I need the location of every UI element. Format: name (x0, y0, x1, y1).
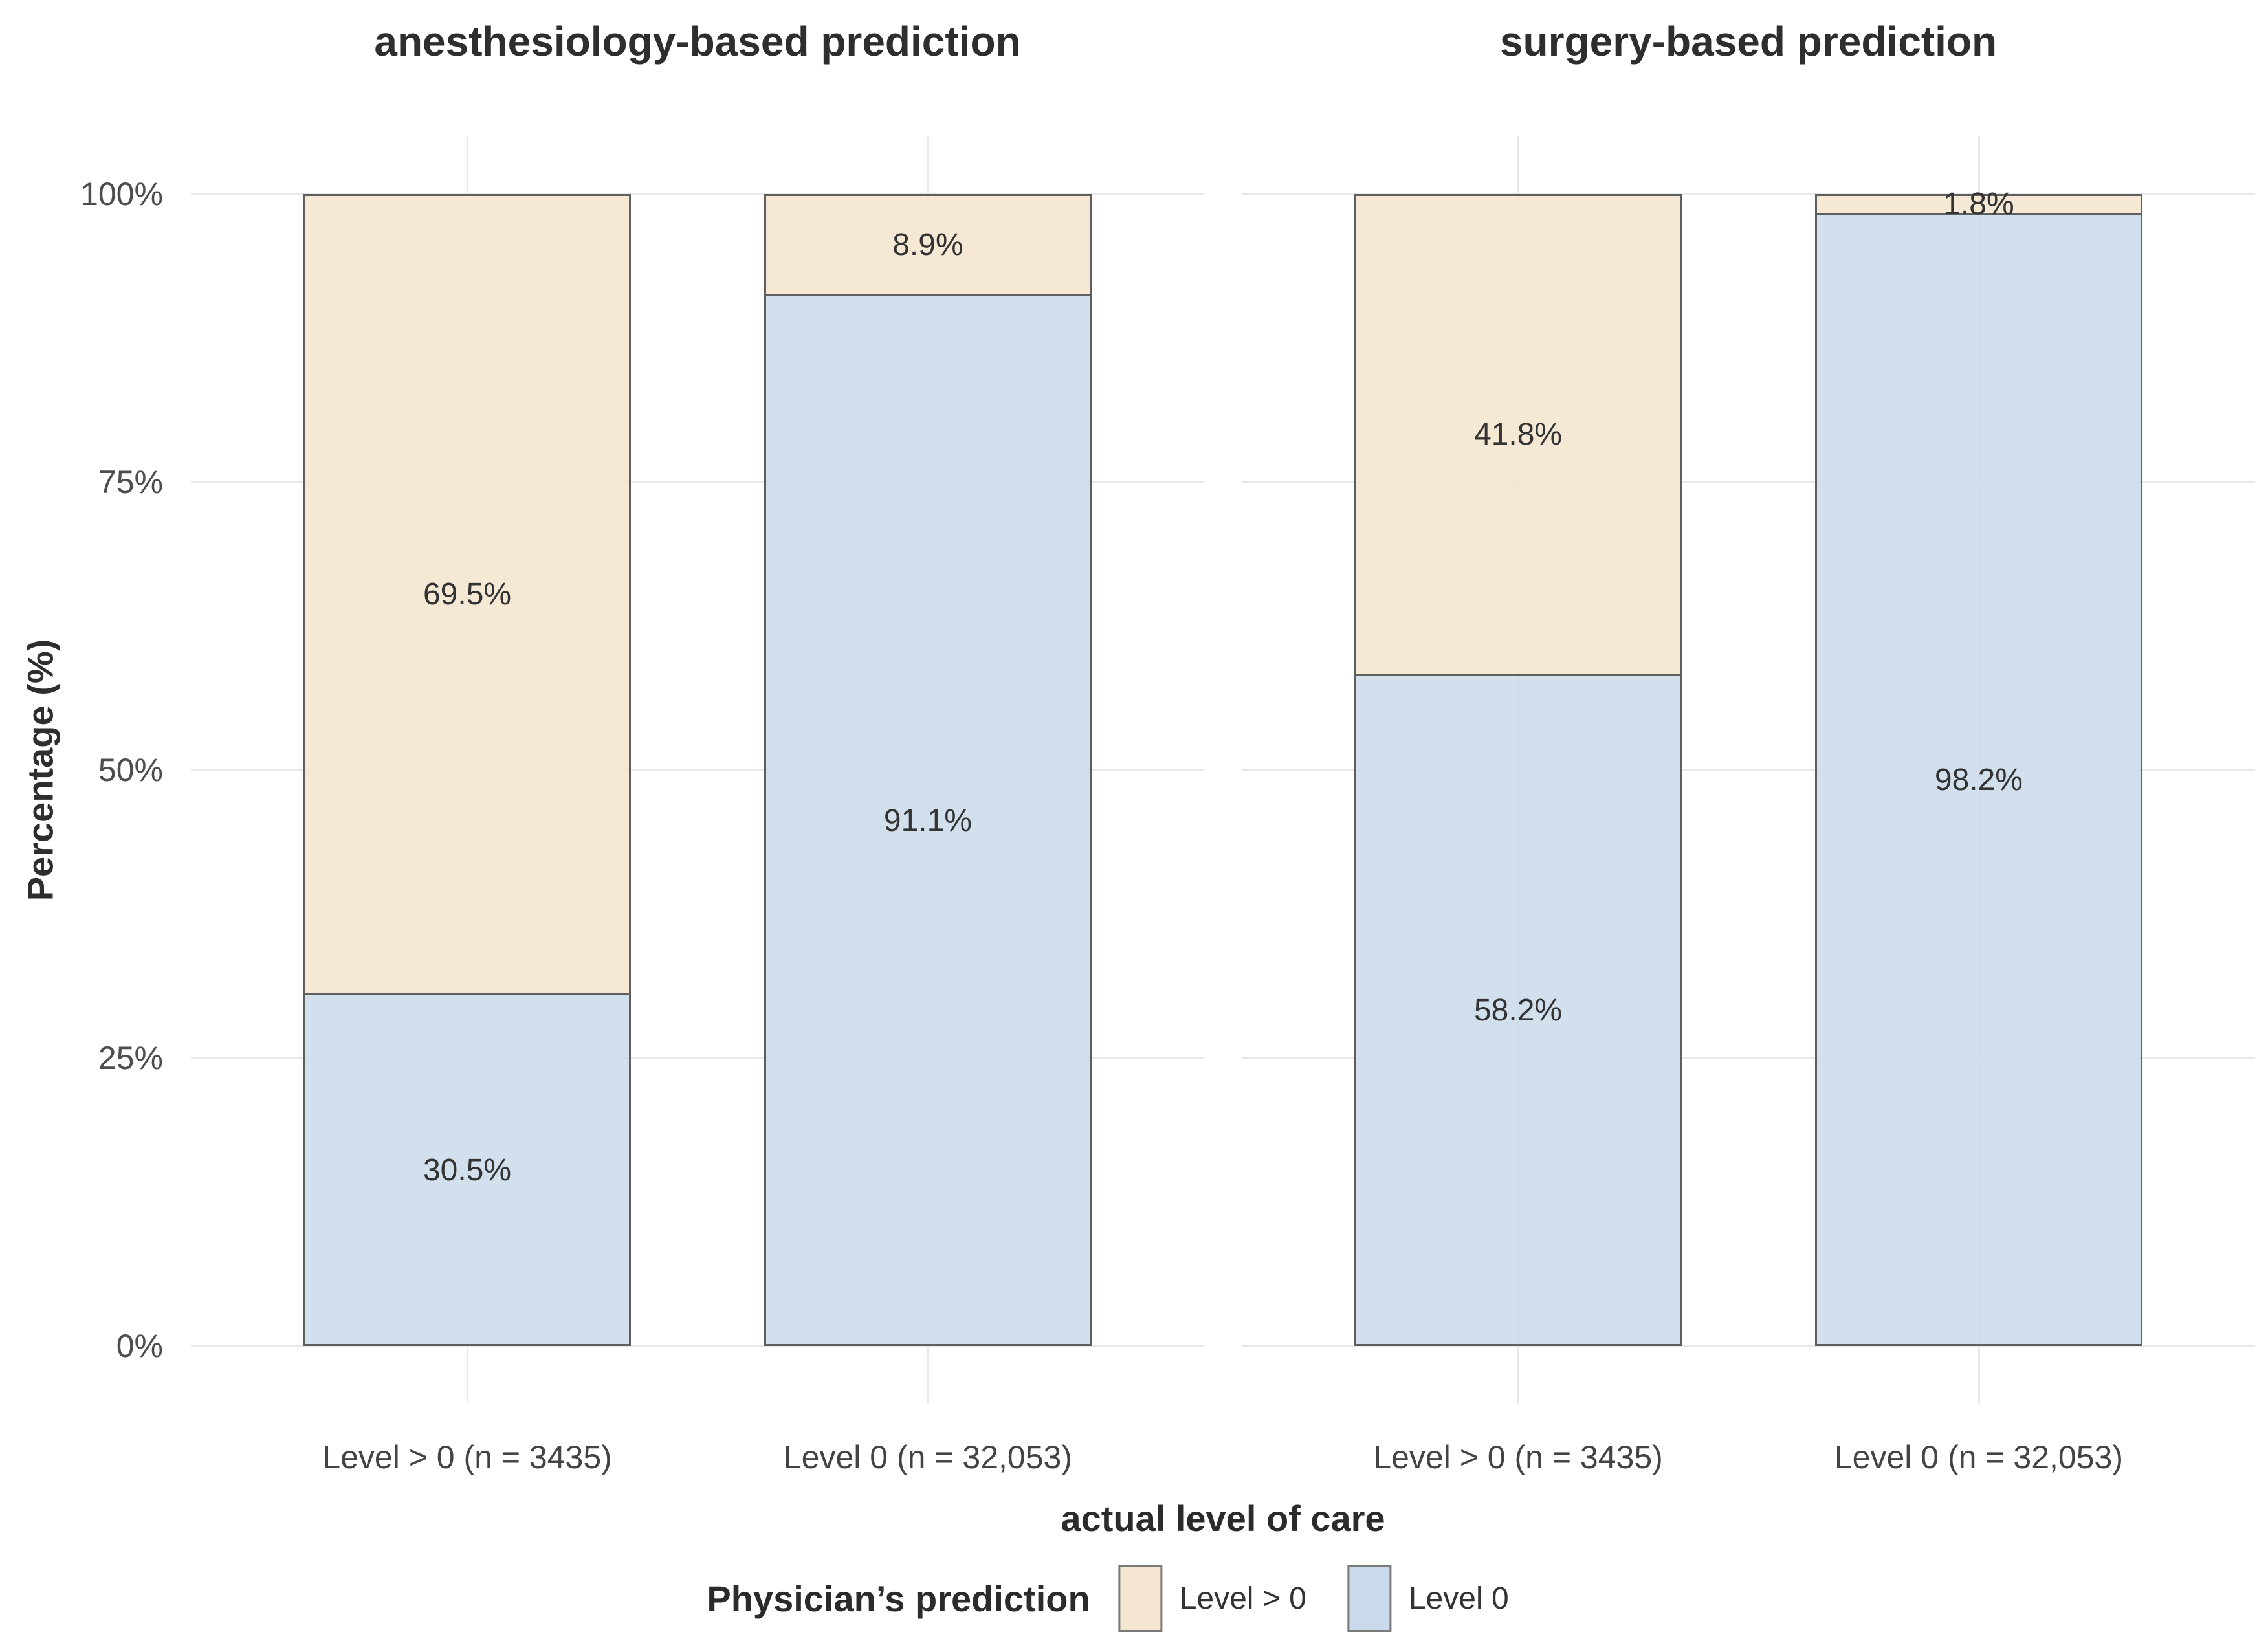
bar-value-label: 58.2% (1473, 993, 1563, 1028)
legend: Physician’s prediction Level > 0 Level 0 (707, 1565, 1550, 1632)
bar-segment-level-0 (1814, 194, 2142, 215)
bar-value-label: 41.8% (1473, 417, 1563, 452)
bar-segment-level-0 (1354, 194, 1682, 676)
bar-segment-level-0 (303, 995, 632, 1346)
x-tick-label: Level 0 (n = 32,053) (1834, 1439, 2124, 1475)
y-tick-label: 75% (98, 464, 163, 500)
bar-value-label: 8.9% (892, 228, 963, 263)
x-axis-title: actual level of care (1061, 1498, 1385, 1539)
bar-value-label: 69.5% (423, 577, 512, 611)
facet-title: surgery-based prediction (1499, 18, 1998, 65)
legend-key-label: Level > 0 (1179, 1581, 1306, 1616)
y-tick-label: 25% (98, 1040, 163, 1076)
h-gridline (191, 1057, 1204, 1059)
x-tick-label: Level > 0 (n = 3435) (322, 1439, 612, 1475)
legend-entries: Level > 0 Level 0 (1118, 1565, 1550, 1632)
y-tick-label: 50% (98, 752, 163, 788)
h-gridline (1242, 769, 2255, 771)
legend-key-swatch (1118, 1565, 1163, 1632)
legend-key-label: Level 0 (1408, 1581, 1509, 1616)
bar-segment-level-0 (764, 296, 1092, 1346)
bar-segment-level-0 (1354, 676, 1682, 1346)
bar-value-label: 30.5% (423, 1152, 512, 1187)
x-tick-label: Level > 0 (n = 3435) (1373, 1439, 1663, 1475)
legend-key-swatch (1347, 1565, 1392, 1632)
y-tick-label: 100% (80, 176, 163, 212)
h-gridline (191, 1345, 1204, 1347)
bar-segment-level-0 (1814, 215, 2142, 1346)
bar-value-label: 98.2% (1934, 763, 2023, 798)
facet-title: anesthesiology-based prediction (374, 18, 1021, 65)
bar-value-label: 1.8% (1943, 187, 2014, 222)
h-gridline (191, 193, 1204, 195)
h-gridline (1242, 1057, 2255, 1059)
legend-title: Physician’s prediction (707, 1578, 1090, 1619)
x-tick-label: Level 0 (n = 32,053) (783, 1439, 1073, 1475)
bar-segment-level-0 (764, 194, 1092, 297)
y-tick-label: 0% (116, 1328, 163, 1364)
h-gridline (191, 481, 1204, 483)
h-gridline (1242, 1345, 2255, 1347)
h-gridline (1242, 481, 2255, 483)
bar-value-label: 91.1% (883, 804, 972, 839)
h-gridline (191, 769, 1204, 771)
h-gridline (1242, 193, 2255, 195)
bar-segment-level-0 (303, 194, 632, 995)
